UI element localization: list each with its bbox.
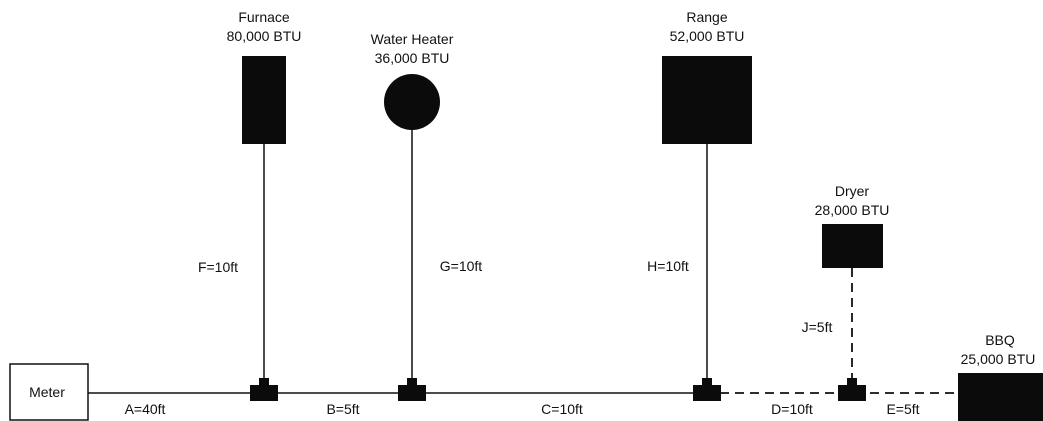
furnace-name: Furnace — [238, 9, 290, 25]
dryer-btu: 28,000 BTU — [815, 202, 890, 218]
water-heater-btu: 36,000 BTU — [375, 50, 450, 66]
bbq-name: BBQ — [985, 332, 1015, 348]
segment-f-label: F=10ft — [198, 259, 238, 275]
dryer-symbol — [822, 224, 883, 268]
dryer-name: Dryer — [835, 183, 870, 199]
tee-fitting-furnace — [250, 378, 278, 401]
tee-fitting-water-heater — [398, 378, 426, 401]
range-name: Range — [686, 9, 727, 25]
segment-d-label: D=10ft — [771, 401, 813, 417]
segment-e-label: E=5ft — [886, 401, 919, 417]
furnace-btu: 80,000 BTU — [227, 28, 302, 44]
water-heater-symbol — [384, 74, 440, 130]
segment-h-label: H=10ft — [647, 258, 689, 274]
furnace-symbol — [242, 56, 286, 144]
bbq-btu: 25,000 BTU — [961, 351, 1036, 367]
meter-label: Meter — [29, 384, 65, 400]
segment-g-label: G=10ft — [440, 258, 483, 274]
tee-fitting-dryer — [838, 378, 866, 401]
range-btu: 52,000 BTU — [670, 28, 745, 44]
segment-c-label: C=10ft — [541, 401, 583, 417]
range-symbol — [662, 56, 752, 144]
segment-a-label: A=40ft — [125, 401, 166, 417]
segment-j-label: J=5ft — [802, 319, 833, 335]
water-heater-name: Water Heater — [371, 31, 454, 47]
bbq-symbol — [958, 373, 1043, 421]
meter-box — [9, 363, 89, 421]
tee-fitting-range — [693, 378, 721, 401]
segment-b-label: B=5ft — [326, 401, 359, 417]
